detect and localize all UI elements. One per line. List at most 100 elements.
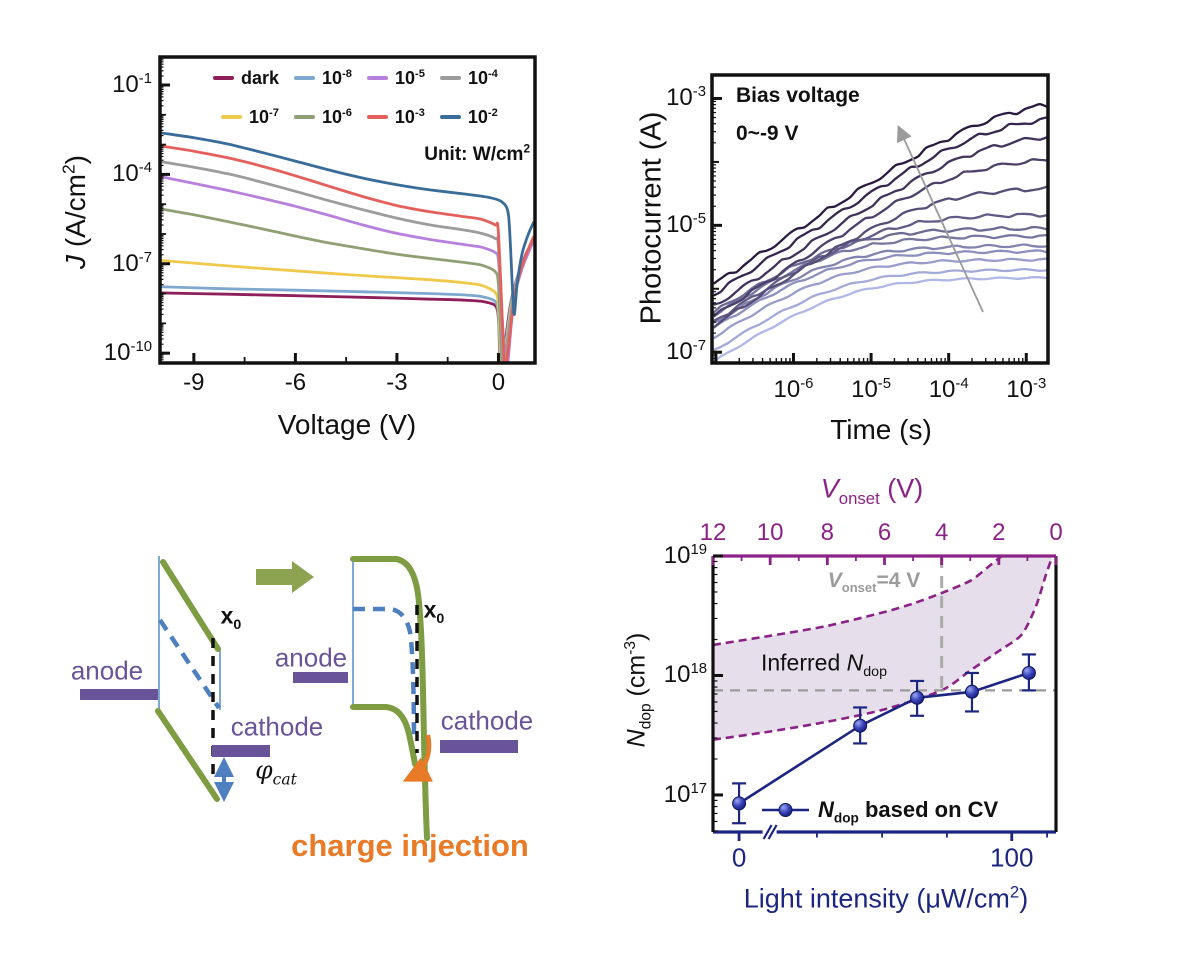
jv-legend-item-1e-5: 10-5 — [366, 67, 425, 89]
pc-x-tick-label: 10-6 — [773, 376, 814, 403]
line-shape — [0, 0, 713, 959]
line-shape — [0, 0, 713, 959]
legend-swatch — [221, 115, 242, 119]
vonset-4v-annotation: Vonset=4 V — [827, 569, 921, 596]
legend-label: 10-3 — [394, 106, 425, 127]
photocurrent-curve-4 — [713, 243, 1047, 324]
jv-series-1e-3 — [161, 144, 534, 362]
ndop-top-axis-title: Vonset (V) — [820, 473, 924, 508]
line-shape — [0, 0, 713, 959]
inferred-ndop-annotation: Inferred Ndop — [760, 649, 888, 681]
ndop-data-point-2 — [910, 690, 925, 705]
jv-legend-item-dark: dark — [213, 68, 279, 89]
ndop-plot — [0, 0, 1058, 959]
line-shape — [0, 0, 713, 959]
jv-frame — [158, 55, 537, 365]
jv-series-1e-7 — [161, 238, 534, 362]
legend-label: 10-5 — [394, 67, 425, 88]
anode-label-right: anode — [274, 642, 348, 673]
anode-label-left: anode — [70, 655, 144, 686]
bias-voltage-annotation-line1: Bias voltage — [736, 84, 860, 107]
photocurrent-curve-8 — [713, 185, 1047, 329]
right-anode-bar — [293, 672, 348, 683]
jv-series-1e-2 — [161, 131, 534, 316]
jv-x-tick-label: -6 — [284, 369, 307, 396]
ndop-x-axis-title: Light intensity (μW/cm2) — [743, 882, 1029, 914]
jv-series-1e-8 — [161, 238, 534, 362]
pc-x-tick-label: 10-3 — [1006, 376, 1047, 403]
pc-y-tick-label: 10-3 — [666, 84, 706, 112]
cathode-label-right: cathode — [440, 705, 534, 736]
legend-swatch — [366, 76, 388, 80]
line-shape — [0, 0, 713, 959]
jv-legend-item-1e-3: 10-3 — [366, 106, 425, 128]
jv-legend-item-1e-8: 10-8 — [294, 68, 352, 89]
jv-y-tick-label: 10-10 — [103, 339, 152, 367]
photocurrent-y-axis-title: Photocurrent (A) — [635, 111, 668, 325]
line-shape — [0, 0, 713, 959]
ndop-legend-label: Ndop based on CV — [818, 797, 999, 826]
ndop-data-point-1 — [853, 718, 868, 733]
x0-label-left: x0 — [220, 602, 242, 634]
band-diagram — [80, 556, 518, 841]
jv-x-axis-title: Voltage (V) — [277, 409, 417, 440]
photocurrent-curve-10 — [713, 136, 1047, 306]
line-shape — [0, 0, 713, 959]
pc-x-tick-label: 10-5 — [851, 376, 892, 403]
right-fermi-dashed-line — [353, 606, 417, 743]
jv-x-tick-label: -9 — [183, 369, 205, 396]
line-shape — [0, 0, 713, 959]
line-shape — [0, 0, 713, 959]
photocurrent-plot — [710, 73, 1050, 365]
line-shape — [0, 0, 713, 959]
photocurrent-frame — [710, 73, 1050, 365]
bias-direction-arrow — [897, 125, 984, 313]
ndop-y-tick-label: 1019 — [663, 542, 707, 569]
jv-legend-item-1e-7: 10-7 — [221, 107, 279, 128]
jv-x-tick-label: 0 — [491, 369, 506, 396]
ndop-top-tick-label: 4 — [934, 519, 949, 546]
pc-y-tick-label: 10-5 — [666, 211, 706, 239]
jv-legend-item-1e-6: 10-6 — [293, 107, 352, 128]
line-shape — [0, 0, 713, 959]
legend-swatch — [439, 76, 461, 80]
photocurrent-curve-2 — [713, 257, 1047, 340]
photocurrent-curve-11 — [713, 116, 1047, 297]
ndop-top-tick-label: 12 — [699, 519, 727, 546]
photocurrent-curves — [713, 103, 1047, 362]
jv-plot — [158, 55, 537, 365]
jv-y-axis-title: J (A/cm2) — [58, 155, 91, 269]
jv-series-dark — [161, 239, 534, 362]
line-shape — [0, 0, 713, 959]
line-shape — [0, 0, 713, 959]
inferred-ndop-band — [714, 557, 1053, 740]
left-band-top-edge — [160, 559, 221, 652]
jv-legend-row-2: 10-7 10-6 10-3 10-2 — [221, 105, 498, 129]
x0-label-right: x0 — [423, 596, 445, 628]
jv-x-tick-label: -3 — [386, 369, 408, 396]
left-anode-bar — [80, 689, 158, 700]
cathode-label-left: cathode — [230, 711, 324, 742]
axis-break-slash — [767, 824, 778, 840]
pc-y-tick-label: 10-7 — [666, 338, 706, 366]
legend-swatch — [439, 115, 461, 119]
legend-swatch — [294, 76, 316, 80]
line-shape — [0, 0, 713, 959]
ndop-top-tick-label: 8 — [820, 519, 835, 546]
photocurrent-x-axis-title: Time (s) — [830, 414, 932, 445]
photocurrent-curve-3 — [713, 249, 1047, 329]
legend-swatch — [366, 115, 388, 119]
charge-injection-arrow — [402, 734, 433, 782]
legend-swatch — [293, 115, 315, 119]
legend-label: 10-8 — [322, 67, 352, 88]
legend-label: 10-2 — [467, 106, 498, 127]
ndop-data-point-0 — [732, 796, 747, 811]
jv-y-tick-label: 10-1 — [112, 71, 152, 98]
jv-y-tick-label: 10-7 — [112, 249, 152, 277]
line-shape — [0, 0, 713, 959]
jv-curves — [161, 131, 534, 362]
charge-injection-label: charge injection — [291, 828, 529, 863]
photocurrent-curve-9 — [713, 158, 1047, 318]
